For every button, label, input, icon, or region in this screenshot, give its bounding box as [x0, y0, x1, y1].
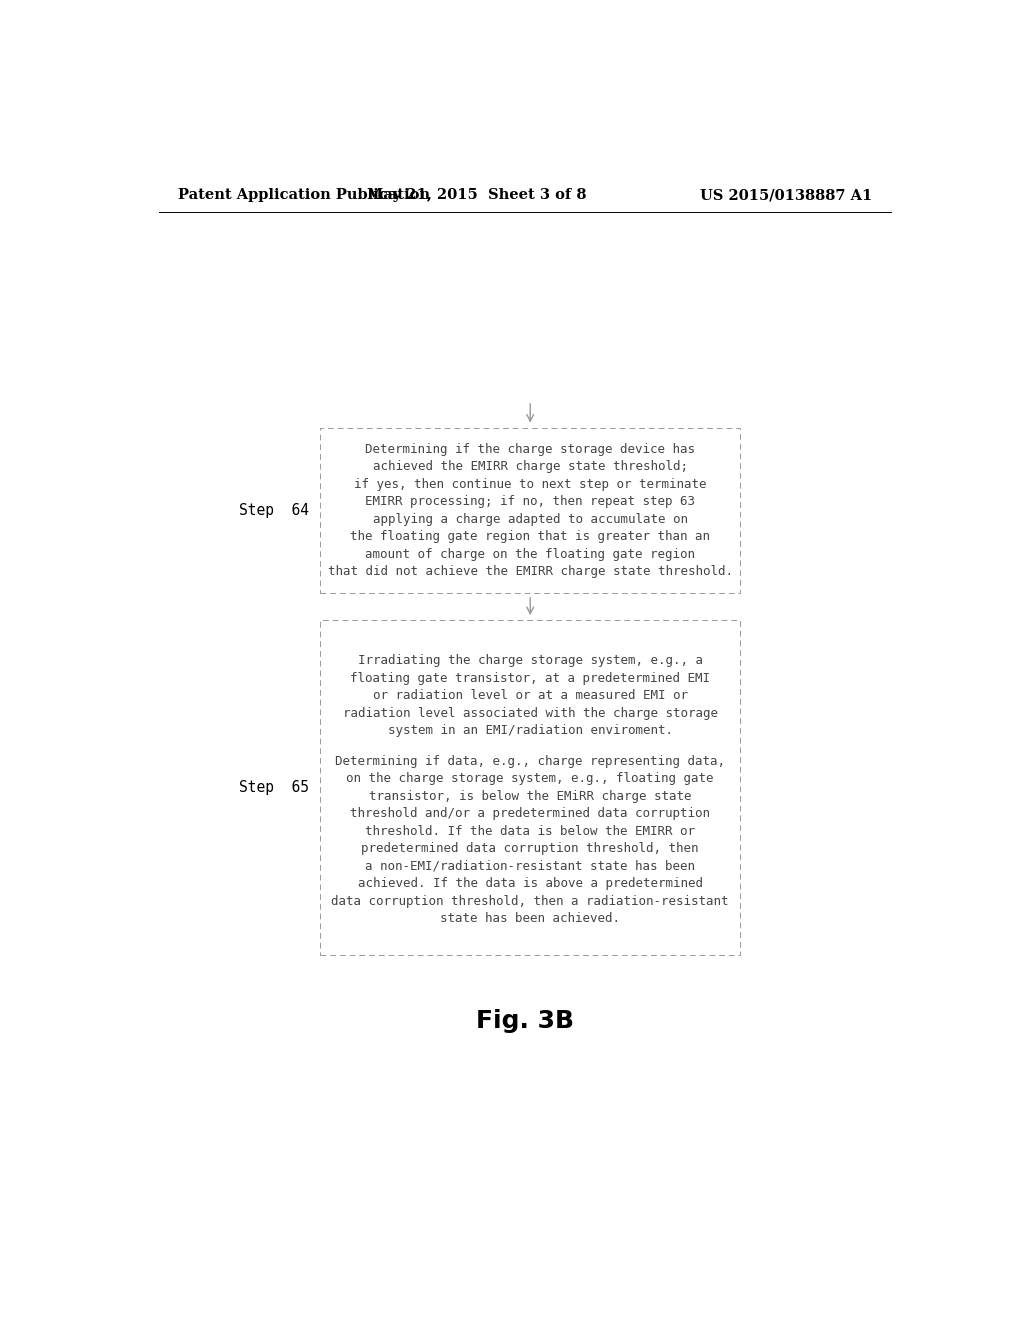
Text: May 21, 2015  Sheet 3 of 8: May 21, 2015 Sheet 3 of 8	[367, 189, 587, 202]
Text: Patent Application Publication: Patent Application Publication	[178, 189, 430, 202]
Text: Determining if the charge storage device has
achieved the EMIRR charge state thr: Determining if the charge storage device…	[328, 444, 733, 578]
Text: Determining if data, e.g., charge representing data,
on the charge storage syste: Determining if data, e.g., charge repres…	[332, 755, 729, 925]
Text: Irradiating the charge storage system, e.g., a
floating gate transistor, at a pr: Irradiating the charge storage system, e…	[343, 655, 718, 738]
Polygon shape	[321, 428, 740, 594]
Text: Step  64: Step 64	[239, 503, 308, 519]
Text: US 2015/0138887 A1: US 2015/0138887 A1	[699, 189, 872, 202]
Text: Step  65: Step 65	[239, 780, 308, 796]
Text: Fig. 3B: Fig. 3B	[476, 1008, 573, 1032]
Polygon shape	[321, 620, 740, 956]
